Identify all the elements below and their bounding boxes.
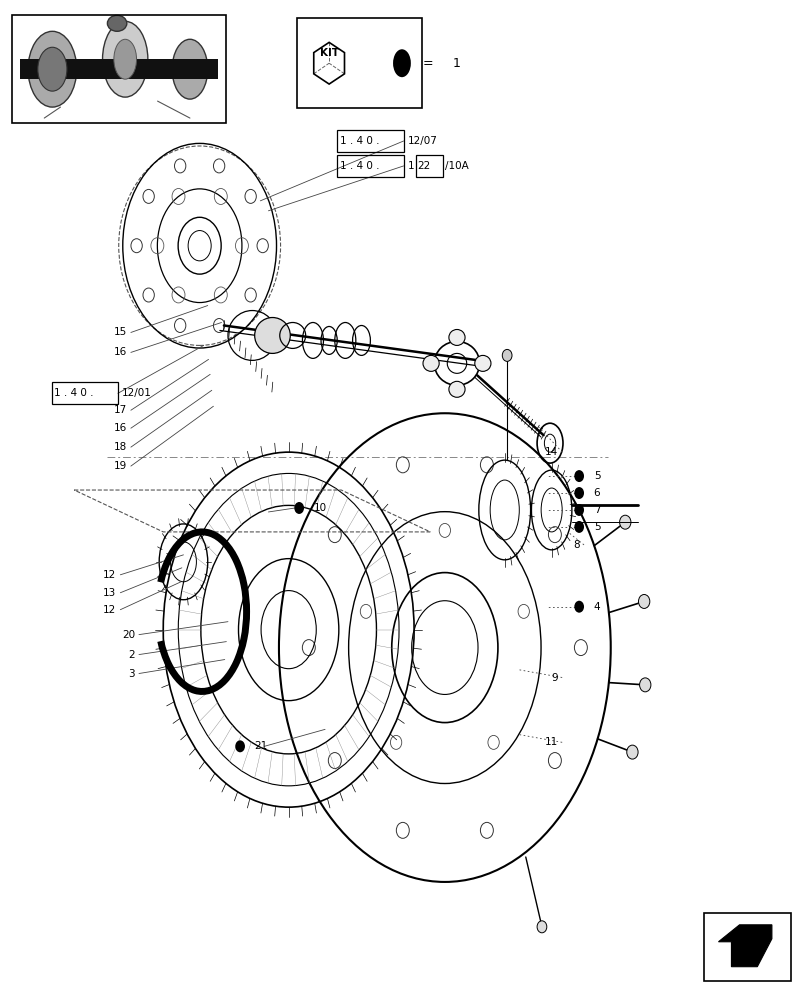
- Text: 15: 15: [114, 327, 127, 337]
- Text: KIT: KIT: [320, 48, 338, 58]
- Ellipse shape: [448, 329, 465, 345]
- Circle shape: [573, 601, 583, 613]
- Ellipse shape: [255, 318, 290, 353]
- Ellipse shape: [619, 515, 630, 529]
- Bar: [337, 155, 403, 177]
- Ellipse shape: [423, 355, 439, 371]
- Text: 16: 16: [114, 423, 127, 433]
- Text: 12: 12: [103, 570, 116, 580]
- Bar: [20, 59, 218, 79]
- Circle shape: [573, 521, 583, 533]
- Bar: [174, 64, 210, 74]
- Ellipse shape: [28, 31, 76, 107]
- Text: 17: 17: [114, 405, 127, 415]
- Circle shape: [235, 740, 245, 752]
- Bar: [296, 18, 422, 108]
- Text: 12/01: 12/01: [122, 388, 152, 398]
- Text: 14: 14: [544, 447, 557, 457]
- Text: 5: 5: [593, 522, 599, 532]
- Text: 20: 20: [122, 630, 135, 640]
- Ellipse shape: [626, 745, 637, 759]
- Text: 18: 18: [114, 442, 127, 452]
- Text: 16: 16: [114, 347, 127, 357]
- Text: 4: 4: [593, 602, 599, 612]
- Ellipse shape: [637, 594, 649, 608]
- Text: 5: 5: [593, 471, 599, 481]
- Bar: [703, 913, 790, 981]
- Text: 11: 11: [544, 737, 557, 747]
- Ellipse shape: [107, 15, 127, 31]
- Ellipse shape: [172, 39, 208, 99]
- Text: 1 . 4 0 .: 1 . 4 0 .: [54, 388, 93, 398]
- Text: /10A: /10A: [444, 161, 468, 171]
- Circle shape: [294, 502, 303, 514]
- Circle shape: [573, 470, 583, 482]
- Text: 3: 3: [128, 669, 135, 679]
- Text: 9: 9: [551, 673, 557, 683]
- Ellipse shape: [38, 47, 67, 91]
- Text: 12: 12: [103, 605, 116, 615]
- Text: 22: 22: [417, 161, 430, 171]
- Text: =: =: [422, 57, 432, 70]
- Text: 1: 1: [407, 161, 414, 171]
- Text: 21: 21: [255, 741, 268, 751]
- Text: 19: 19: [114, 461, 127, 471]
- Text: 10: 10: [313, 503, 327, 513]
- Bar: [51, 382, 118, 404]
- Text: 6: 6: [593, 488, 599, 498]
- Bar: [337, 130, 403, 152]
- Ellipse shape: [448, 381, 465, 397]
- Text: 2: 2: [128, 650, 135, 660]
- Bar: [415, 155, 443, 177]
- Text: 7: 7: [593, 505, 599, 515]
- Bar: [12, 15, 226, 123]
- Text: 8: 8: [573, 540, 579, 550]
- Text: 1 . 4 0 .: 1 . 4 0 .: [339, 161, 379, 171]
- Ellipse shape: [536, 921, 546, 933]
- Ellipse shape: [639, 678, 650, 692]
- Polygon shape: [718, 925, 771, 967]
- Ellipse shape: [474, 355, 491, 371]
- Circle shape: [573, 504, 583, 516]
- Ellipse shape: [502, 349, 512, 361]
- Circle shape: [573, 487, 583, 499]
- Text: 12/07: 12/07: [407, 136, 437, 146]
- Ellipse shape: [102, 21, 148, 97]
- Text: 1: 1: [453, 57, 460, 70]
- Ellipse shape: [393, 49, 410, 77]
- Ellipse shape: [114, 39, 136, 79]
- Text: 1 . 4 0 .: 1 . 4 0 .: [339, 136, 379, 146]
- Text: 13: 13: [103, 588, 116, 598]
